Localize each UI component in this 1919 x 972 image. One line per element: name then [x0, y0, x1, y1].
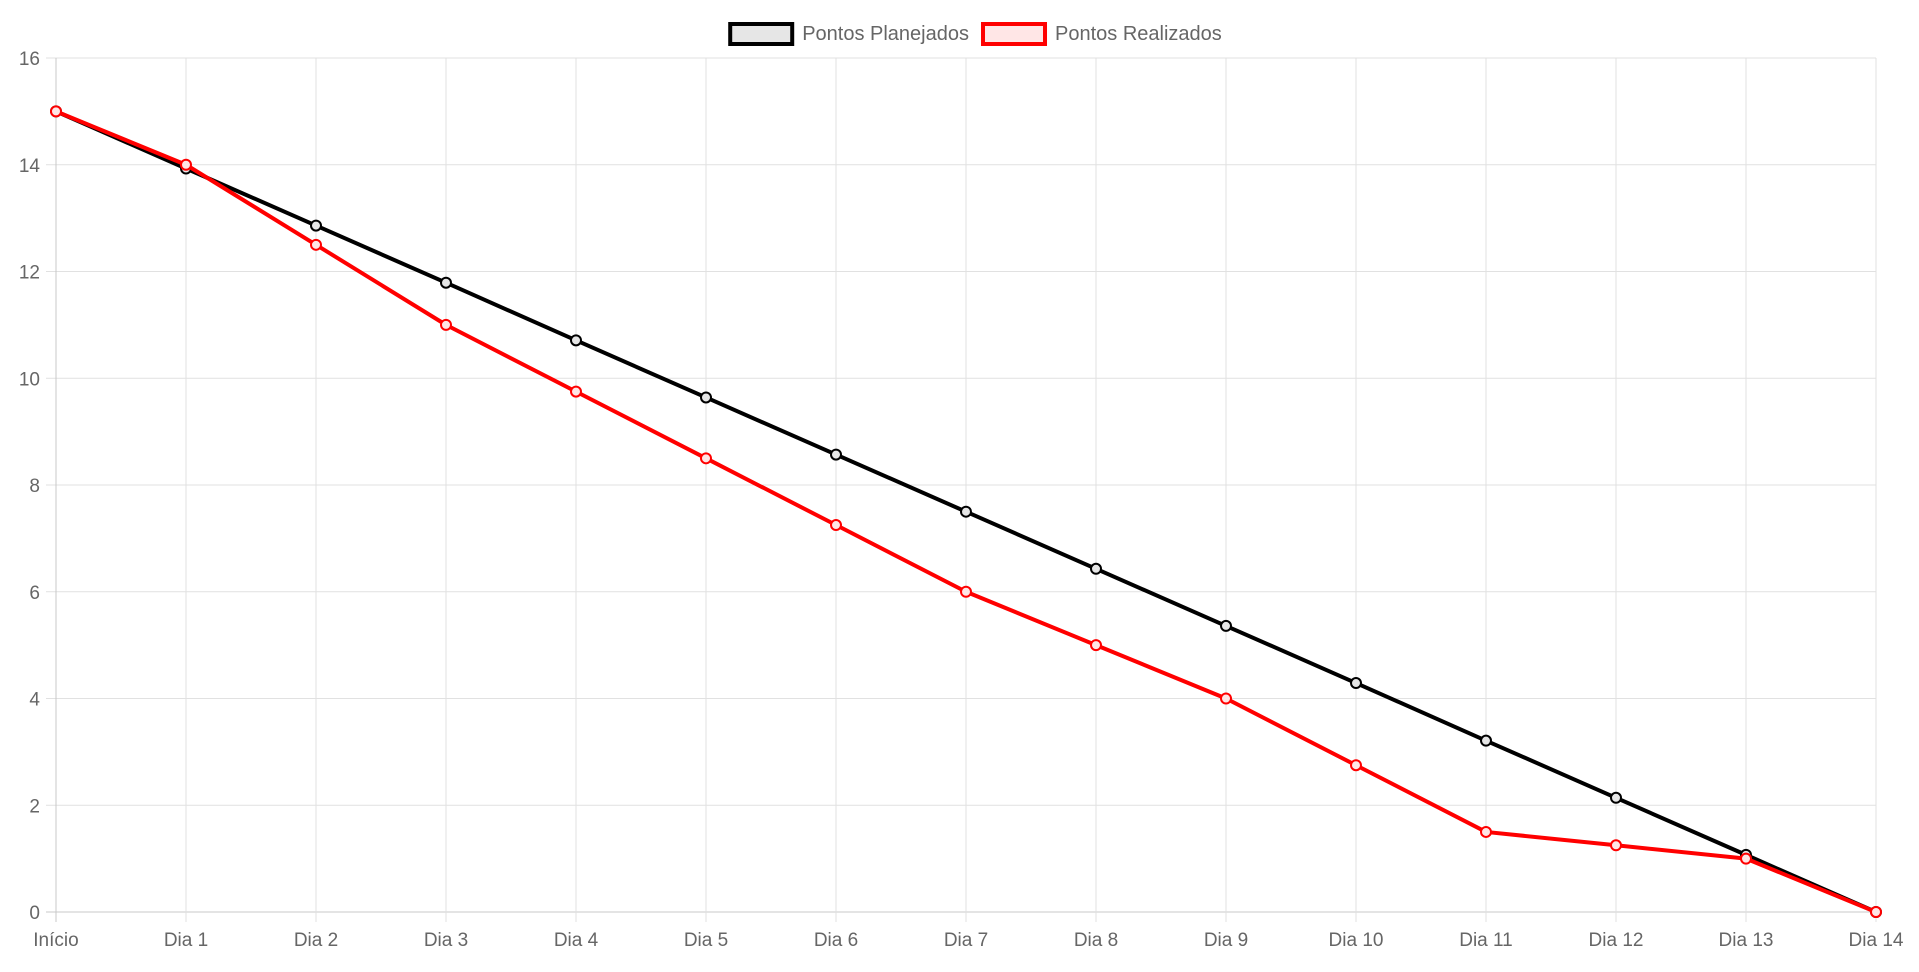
chart-grid	[46, 57, 1877, 922]
data-point[interactable]	[1870, 906, 1882, 918]
y-axis: 0 2 4 6 8 10 12 14 16	[19, 49, 41, 924]
y-tick-label: 4	[29, 690, 40, 711]
data-point[interactable]	[1610, 839, 1622, 852]
data-point[interactable]	[700, 452, 712, 465]
data-point[interactable]	[50, 105, 62, 118]
legend-swatch	[728, 22, 795, 46]
data-point[interactable]	[570, 385, 582, 398]
data-point[interactable]	[830, 448, 842, 461]
data-point[interactable]	[830, 519, 842, 532]
legend-item-realized[interactable]: Pontos Realizados	[981, 22, 1222, 46]
data-point[interactable]	[700, 391, 712, 404]
data-point[interactable]	[1480, 734, 1492, 747]
y-tick-label: 6	[29, 583, 40, 604]
y-tick-label: 10	[19, 369, 40, 390]
chart-legend[interactable]: Pontos Planejados Pontos Realizados	[728, 22, 1222, 46]
x-tick-label: Início	[33, 930, 78, 951]
series-layer	[50, 105, 1882, 918]
x-tick-label: Dia 5	[684, 930, 728, 951]
x-tick-label: Dia 12	[1589, 930, 1644, 951]
data-point[interactable]	[440, 276, 452, 289]
data-point[interactable]	[1090, 562, 1102, 575]
x-tick-label: Dia 2	[294, 930, 338, 951]
x-tick-label: Dia 14	[1849, 930, 1904, 951]
data-point[interactable]	[570, 334, 582, 347]
legend-label: Pontos Planejados	[802, 23, 969, 45]
x-tick-label: Dia 9	[1204, 930, 1248, 951]
data-point[interactable]	[1480, 825, 1492, 838]
data-point[interactable]	[1610, 791, 1622, 804]
y-tick-label: 0	[29, 903, 40, 924]
y-tick-label: 14	[19, 156, 41, 177]
x-axis: Início Dia 1 Dia 2 Dia 3 Dia 4 Dia 5 Dia 6 Dia …	[33, 930, 1904, 951]
x-tick-label: Dia 3	[424, 930, 468, 951]
data-point[interactable]	[180, 158, 192, 171]
y-tick-label: 16	[19, 49, 40, 70]
legend-item-planned[interactable]: Pontos Planejados	[728, 22, 969, 46]
y-tick-label: 2	[29, 796, 40, 817]
x-tick-label: Dia 1	[164, 930, 208, 951]
y-tick-label: 12	[19, 263, 40, 284]
x-tick-label: Dia 11	[1459, 930, 1513, 951]
data-point[interactable]	[1090, 639, 1102, 652]
data-point[interactable]	[1350, 677, 1362, 690]
x-tick-label: Dia 7	[944, 930, 988, 951]
data-point[interactable]	[1220, 692, 1232, 705]
data-point[interactable]	[1740, 852, 1752, 865]
data-point[interactable]	[310, 238, 322, 251]
data-point[interactable]	[960, 505, 972, 518]
x-tick-label: Dia 4	[554, 930, 599, 951]
data-point[interactable]	[440, 318, 452, 331]
x-tick-label: Dia 6	[814, 930, 858, 951]
data-point[interactable]	[1350, 759, 1362, 772]
data-point[interactable]	[960, 585, 972, 598]
x-tick-label: Dia 13	[1719, 930, 1774, 951]
series-realized	[50, 105, 1882, 918]
legend-label: Pontos Realizados	[1055, 23, 1222, 45]
y-tick-label: 8	[29, 476, 40, 497]
x-tick-label: Dia 10	[1329, 930, 1384, 951]
data-point[interactable]	[310, 219, 322, 232]
legend-swatch	[981, 22, 1048, 46]
x-tick-label: Dia 8	[1074, 930, 1118, 951]
data-point[interactable]	[1220, 619, 1232, 632]
